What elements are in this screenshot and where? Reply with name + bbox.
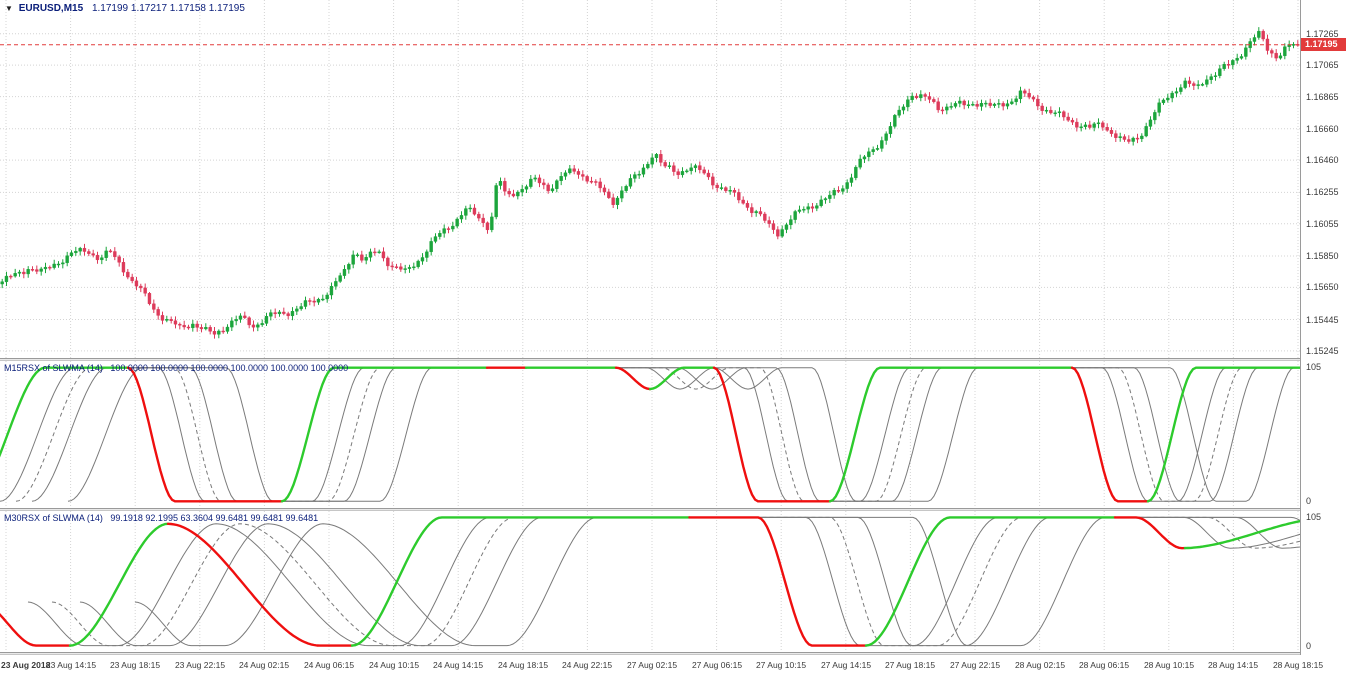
price-scale[interactable]: 1.17265 1.17065 1.16865 1.16660 1.16460 1.162… <box>1301 0 1346 655</box>
time-tick-label: 24 Aug 10:15 <box>368 660 420 670</box>
time-tick-label: 27 Aug 22:15 <box>949 660 1001 670</box>
symbol-timeframe-label: EURUSD,M15 <box>18 3 84 14</box>
m30rsx-panel-label: M30RSX of SLWMA (14) 99.1918 92.1995 63.… <box>4 513 318 523</box>
time-tick-label: 27 Aug 14:15 <box>820 660 872 670</box>
m15rsx-indicator-panel[interactable] <box>0 361 1300 508</box>
price-tick-label: 1.17265 <box>1306 29 1339 39</box>
time-tick-label: 28 Aug 10:15 <box>1143 660 1195 670</box>
time-tick-label: 27 Aug 18:15 <box>884 660 936 670</box>
indicator-scale-label: 105 <box>1306 512 1322 522</box>
time-tick-label: 23 Aug 2018 <box>1 660 51 670</box>
time-axis[interactable]: 23 Aug 2018 23 Aug 14:15 23 Aug 18:15 23 Au… <box>0 655 1346 682</box>
time-tick-label: 24 Aug 14:15 <box>432 660 484 670</box>
m30rsx-indicator-panel[interactable] <box>0 511 1300 652</box>
m15rsx-indicator-name: M15RSX of SLWMA (14) <box>4 363 103 373</box>
m30rsx-indicator-values: 99.1918 92.1995 63.3604 99.6481 99.6481 … <box>110 513 319 523</box>
time-tick-label: 23 Aug 18:15 <box>109 660 161 670</box>
price-tick-label: 1.16055 <box>1306 219 1339 229</box>
panel-separator[interactable] <box>0 508 1346 511</box>
chart-symbol-marker-icon[interactable]: ▼ <box>5 4 13 13</box>
indicator-scale-label: 0 <box>1306 496 1312 506</box>
panel-separator[interactable] <box>0 358 1346 361</box>
m15rsx-indicator-values: 100.0000 100.0000 100.0000 100.0000 100.… <box>110 363 349 373</box>
indicator-scale-label: 0 <box>1306 641 1312 651</box>
time-tick-label: 24 Aug 02:15 <box>238 660 290 670</box>
time-tick-label: 28 Aug 18:15 <box>1272 660 1324 670</box>
price-tick-label: 1.16255 <box>1306 187 1339 197</box>
ohlc-values-label: 1.17199 1.17217 1.17158 1.17195 <box>91 3 245 14</box>
time-tick-label: 24 Aug 06:15 <box>303 660 355 670</box>
time-tick-label: 24 Aug 22:15 <box>561 660 613 670</box>
time-tick-label: 24 Aug 18:15 <box>497 660 549 670</box>
price-tick-label: 1.15850 <box>1306 251 1339 261</box>
chart-header: ▼ EURUSD,M15 1.17199 1.17217 1.17158 1.1… <box>5 3 245 14</box>
price-tick-label: 1.15650 <box>1306 282 1339 292</box>
price-tick-label: 1.15245 <box>1306 346 1339 356</box>
time-tick-label: 28 Aug 06:15 <box>1078 660 1130 670</box>
price-axis-line <box>1300 0 1301 655</box>
current-price-tag: 1.17195 <box>1301 38 1346 51</box>
time-tick-label: 23 Aug 22:15 <box>174 660 226 670</box>
price-tick-label: 1.16660 <box>1306 124 1339 134</box>
time-tick-label: 27 Aug 06:15 <box>691 660 743 670</box>
time-tick-label: 27 Aug 02:15 <box>626 660 678 670</box>
time-tick-label: 28 Aug 02:15 <box>1014 660 1066 670</box>
indicator-scale-label: 105 <box>1306 362 1322 372</box>
price-tick-label: 1.16865 <box>1306 92 1339 102</box>
price-tick-label: 1.15445 <box>1306 315 1339 325</box>
price-tick-label: 1.17065 <box>1306 60 1339 70</box>
m15rsx-panel-label: M15RSX of SLWMA (14) 100.0000 100.0000 1… <box>4 363 348 373</box>
time-tick-label: 27 Aug 10:15 <box>755 660 807 670</box>
price-tick-label: 1.16460 <box>1306 155 1339 165</box>
panel-separator[interactable] <box>0 652 1346 655</box>
main-price-chart[interactable] <box>0 0 1300 358</box>
time-tick-label: 23 Aug 14:15 <box>45 660 97 670</box>
m30rsx-indicator-name: M30RSX of SLWMA (14) <box>4 513 103 523</box>
time-tick-label: 28 Aug 14:15 <box>1207 660 1259 670</box>
